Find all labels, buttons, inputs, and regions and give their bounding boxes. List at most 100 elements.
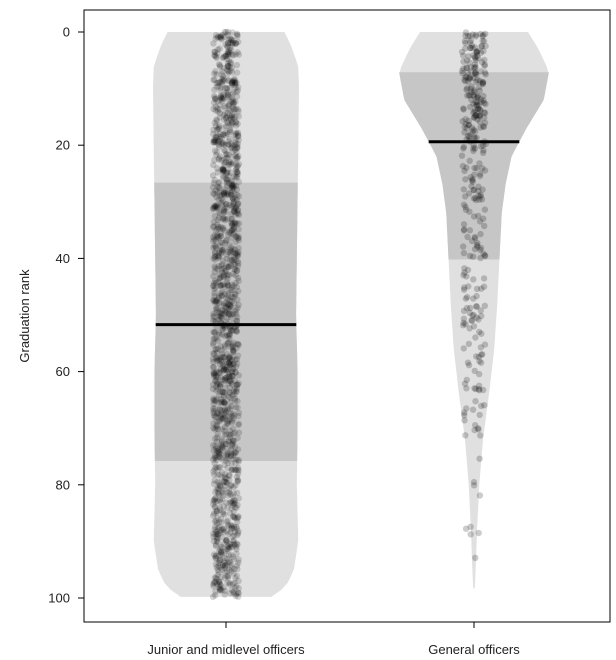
data-point xyxy=(222,267,230,275)
data-point xyxy=(211,232,218,239)
data-point xyxy=(221,216,229,224)
data-point xyxy=(471,54,479,61)
data-point xyxy=(216,388,223,396)
data-point xyxy=(210,497,217,505)
data-point xyxy=(466,133,473,140)
data-point xyxy=(227,326,234,333)
data-point xyxy=(223,85,231,92)
data-point xyxy=(477,254,484,262)
violin-iqr-0 xyxy=(154,182,298,461)
data-point xyxy=(228,412,236,420)
data-point xyxy=(217,506,224,513)
data-point xyxy=(222,239,229,247)
data-point xyxy=(476,172,484,180)
data-point xyxy=(227,559,234,566)
data-point xyxy=(213,304,220,311)
data-point xyxy=(471,426,478,434)
data-point xyxy=(210,204,217,212)
data-point xyxy=(217,398,225,406)
data-point xyxy=(475,353,482,361)
data-point xyxy=(211,253,219,260)
data-point xyxy=(478,285,485,292)
data-point xyxy=(225,393,233,401)
data-point xyxy=(234,360,241,367)
data-point xyxy=(235,237,243,244)
data-point xyxy=(478,402,485,410)
data-point xyxy=(225,380,232,387)
data-point xyxy=(226,360,233,368)
data-point xyxy=(232,256,239,263)
data-point xyxy=(229,226,236,234)
data-point xyxy=(222,52,230,59)
data-point xyxy=(215,223,222,231)
data-point xyxy=(213,418,221,425)
data-point xyxy=(211,426,218,433)
data-point xyxy=(227,377,234,384)
data-point xyxy=(474,116,481,123)
data-point xyxy=(234,446,242,453)
data-point xyxy=(472,334,479,341)
data-point xyxy=(232,482,239,489)
data-point xyxy=(228,144,235,151)
data-point xyxy=(226,354,233,362)
data-point xyxy=(230,348,237,355)
data-point xyxy=(226,499,233,506)
data-point xyxy=(235,153,242,160)
data-point xyxy=(217,282,224,289)
data-point xyxy=(224,63,231,70)
data-point xyxy=(210,161,217,169)
data-point xyxy=(233,590,240,597)
data-point xyxy=(234,489,241,496)
data-point xyxy=(218,359,225,366)
data-point xyxy=(216,45,223,52)
data-point xyxy=(214,221,221,228)
data-point xyxy=(222,154,230,162)
data-point xyxy=(231,565,238,572)
data-point xyxy=(230,88,237,96)
data-point xyxy=(228,522,235,530)
data-point xyxy=(212,528,220,535)
data-point xyxy=(233,550,240,557)
data-point xyxy=(233,523,240,531)
data-point xyxy=(216,369,224,377)
data-point xyxy=(216,587,224,594)
data-point xyxy=(210,350,217,357)
data-point xyxy=(220,540,227,547)
data-point xyxy=(474,94,481,102)
data-point xyxy=(229,493,236,500)
data-point xyxy=(213,369,220,376)
data-point xyxy=(217,239,224,246)
data-point xyxy=(232,84,239,92)
data-point xyxy=(225,359,233,367)
data-point xyxy=(221,310,229,317)
data-point xyxy=(475,192,482,199)
data-point xyxy=(217,233,225,240)
data-point xyxy=(226,389,233,396)
data-point xyxy=(225,282,232,289)
y-tick-label: 60 xyxy=(56,364,70,379)
data-point xyxy=(462,193,469,200)
data-point xyxy=(479,78,486,86)
data-point xyxy=(228,153,236,161)
data-point xyxy=(470,74,477,82)
data-point xyxy=(219,269,226,276)
data-point xyxy=(464,266,472,274)
data-point xyxy=(210,583,217,590)
data-point xyxy=(226,566,233,574)
data-point xyxy=(220,486,227,493)
data-point xyxy=(235,585,242,592)
data-point xyxy=(464,233,471,241)
data-point xyxy=(229,425,237,432)
data-point xyxy=(220,360,227,367)
data-point xyxy=(235,260,242,267)
data-point xyxy=(479,165,486,172)
data-point xyxy=(221,268,228,275)
data-point xyxy=(234,207,241,214)
data-point xyxy=(226,301,233,308)
data-point xyxy=(231,293,238,301)
data-point xyxy=(224,521,232,528)
data-point xyxy=(462,74,469,81)
data-point xyxy=(216,225,223,232)
data-point xyxy=(465,121,472,129)
data-point xyxy=(232,250,239,257)
